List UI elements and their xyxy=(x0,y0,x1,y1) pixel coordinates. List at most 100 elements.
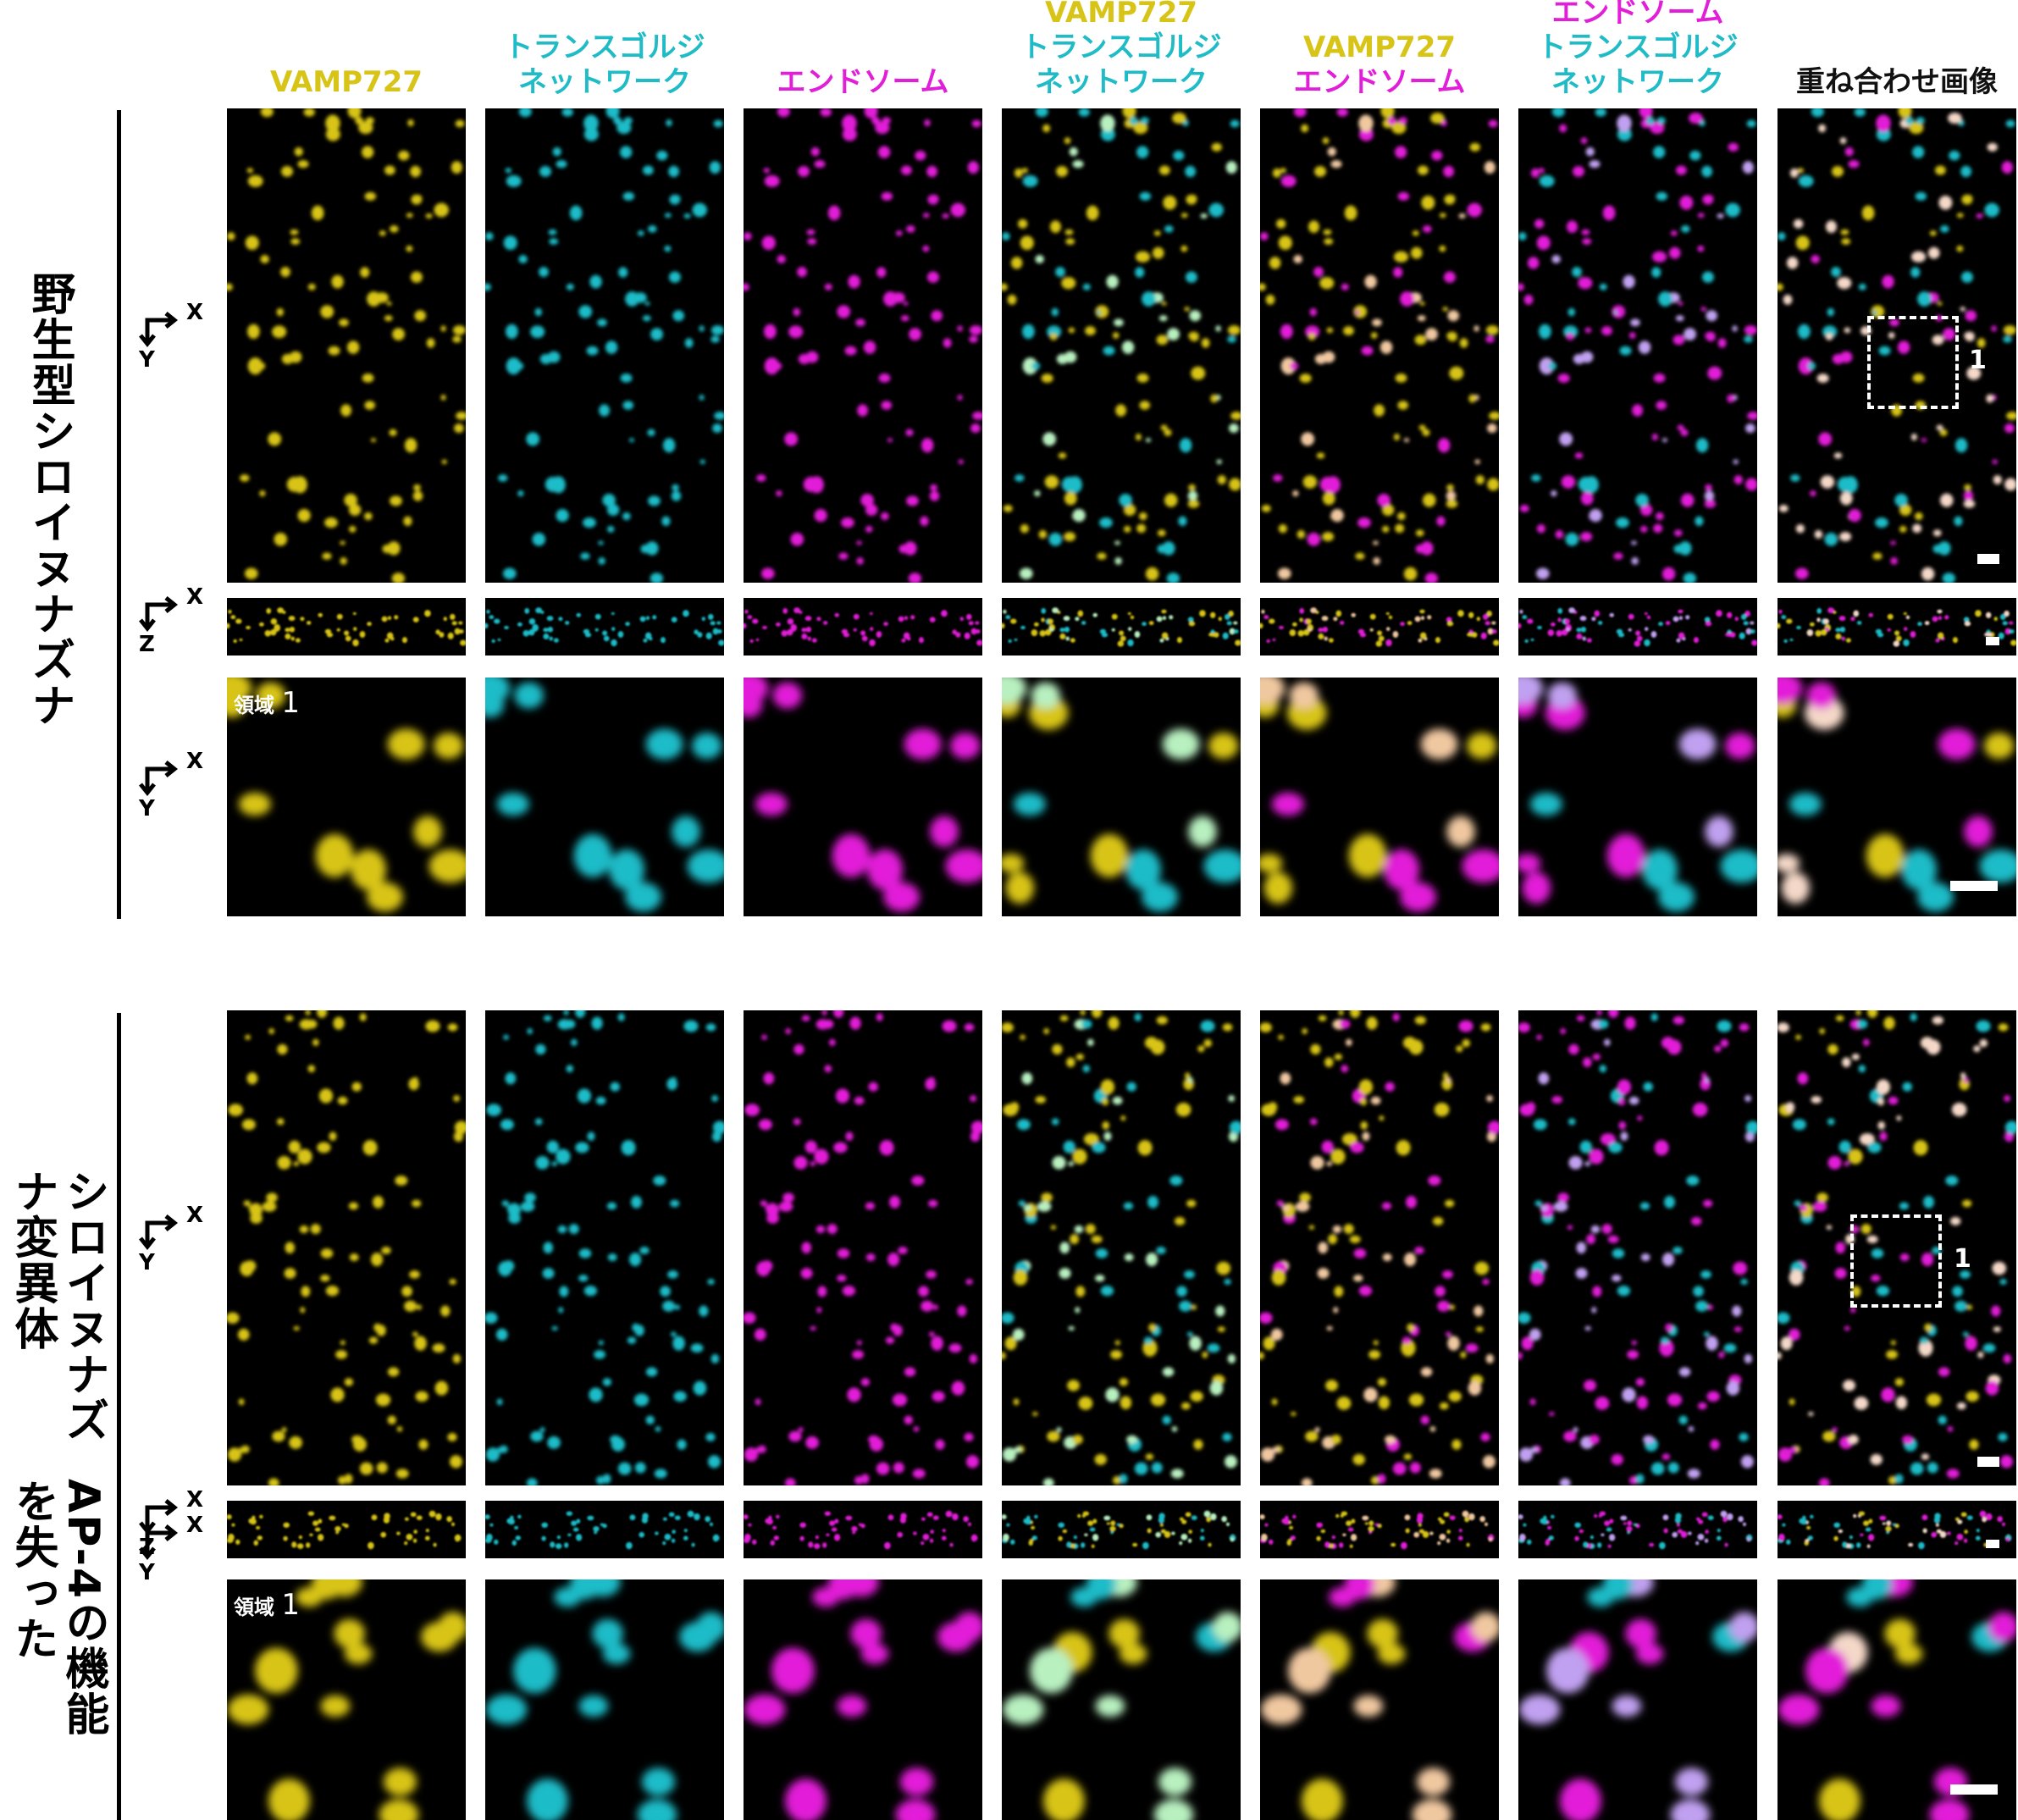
signal-spot xyxy=(1789,638,1794,641)
signal-spot xyxy=(950,202,965,218)
signal-spot xyxy=(1225,1522,1230,1527)
signal-spot xyxy=(860,1474,870,1484)
signal-spot xyxy=(1159,638,1164,643)
signal-spot xyxy=(1583,1541,1589,1548)
signal-spot xyxy=(559,1286,569,1297)
signal-spot xyxy=(1786,618,1793,624)
signal-spot xyxy=(1717,1020,1732,1032)
signal-spot xyxy=(387,541,401,556)
signal-spot xyxy=(1855,1010,1861,1015)
signal-spot xyxy=(876,1462,890,1475)
signal-spot xyxy=(1042,432,1057,446)
signal-spot xyxy=(1650,1013,1658,1021)
signal-spot xyxy=(1436,516,1446,527)
signal-spot xyxy=(1745,423,1755,434)
signal-spot xyxy=(1110,1530,1114,1535)
signal-spot xyxy=(1322,491,1335,506)
signal-spot xyxy=(1162,728,1200,760)
signal-spot xyxy=(1324,1541,1330,1548)
signal-spot xyxy=(1114,1340,1120,1346)
signal-spot xyxy=(1703,1199,1713,1208)
signal-spot xyxy=(1678,616,1684,621)
signal-spot xyxy=(648,225,657,233)
signal-spot xyxy=(1841,238,1851,246)
signal-spot xyxy=(1701,271,1714,283)
signal-spot xyxy=(1746,119,1756,128)
signal-spot xyxy=(712,1120,724,1135)
signal-spot xyxy=(1744,1353,1753,1364)
signal-spot xyxy=(1103,346,1115,356)
signal-spot xyxy=(514,682,545,709)
axis-y-label: Y xyxy=(139,1560,155,1585)
signal-spot xyxy=(1599,283,1607,290)
signal-spot xyxy=(1963,490,1974,501)
signal-spot xyxy=(280,267,290,278)
signal-spot xyxy=(1290,1535,1296,1541)
signal-spot xyxy=(1586,638,1592,643)
signal-spot xyxy=(1887,628,1891,632)
signal-spot xyxy=(1700,1270,1711,1279)
signal-spot xyxy=(506,174,522,187)
signal-spot xyxy=(297,1148,312,1164)
signal-spot xyxy=(293,1161,299,1167)
signal-spot xyxy=(1977,338,1986,348)
wildtype-zoom-panel-6 xyxy=(1518,678,1757,916)
signal-spot xyxy=(1695,1541,1700,1546)
signal-spot xyxy=(1518,622,1522,629)
signal-spot xyxy=(413,816,442,848)
signal-spot xyxy=(1446,617,1452,622)
signal-spot xyxy=(451,1522,456,1527)
signal-spot xyxy=(1299,373,1312,383)
signal-spot xyxy=(1006,1523,1010,1527)
signal-spot xyxy=(1005,871,1035,904)
signal-spot xyxy=(1260,854,1283,873)
signal-spot xyxy=(1293,108,1307,118)
signal-spot xyxy=(1070,1234,1079,1245)
signal-spot xyxy=(494,618,500,624)
signal-spot xyxy=(1075,1286,1086,1297)
signal-spot xyxy=(1449,366,1464,380)
signal-spot xyxy=(930,1530,934,1534)
signal-spot xyxy=(931,310,943,322)
signal-spot xyxy=(1872,552,1883,560)
signal-spot xyxy=(904,1367,916,1377)
signal-spot xyxy=(856,556,864,565)
signal-spot xyxy=(379,1799,419,1820)
signal-spot xyxy=(1400,622,1405,627)
signal-spot xyxy=(485,283,491,291)
signal-spot xyxy=(1067,476,1082,494)
signal-spot xyxy=(1844,1325,1850,1330)
signal-spot xyxy=(1067,1380,1081,1391)
signal-spot xyxy=(556,1148,571,1164)
signal-spot xyxy=(1229,1120,1241,1135)
signal-spot xyxy=(1794,567,1809,579)
signal-spot xyxy=(847,1387,861,1402)
signal-spot xyxy=(1695,516,1704,527)
signal-spot xyxy=(1579,616,1587,622)
signal-spot xyxy=(1815,630,1822,637)
signal-spot xyxy=(506,357,522,375)
signal-spot xyxy=(1176,1286,1187,1297)
signal-spot xyxy=(1807,1535,1813,1541)
signal-spot xyxy=(556,160,567,169)
wildtype-xz-panel-4 xyxy=(1002,598,1241,656)
signal-spot xyxy=(485,1514,490,1520)
signal-spot xyxy=(1678,728,1717,760)
signal-spot xyxy=(1948,113,1962,124)
signal-spot xyxy=(964,1023,975,1032)
signal-spot xyxy=(501,1200,509,1207)
signal-spot xyxy=(1226,621,1232,626)
signal-spot xyxy=(1358,1079,1374,1095)
signal-spot xyxy=(926,165,938,178)
signal-spot xyxy=(1471,1612,1499,1642)
signal-spot xyxy=(1574,1535,1579,1541)
signal-spot xyxy=(413,1530,417,1534)
signal-spot xyxy=(1822,1430,1836,1442)
signal-spot xyxy=(744,1104,760,1116)
mutant-xz-panel-3 xyxy=(744,1501,982,1558)
signal-spot xyxy=(1744,1095,1752,1102)
signal-spot xyxy=(755,1447,764,1453)
signal-spot xyxy=(1155,1531,1162,1538)
column-header-line: ネットワーク xyxy=(1035,65,1208,99)
signal-spot xyxy=(1272,168,1281,178)
